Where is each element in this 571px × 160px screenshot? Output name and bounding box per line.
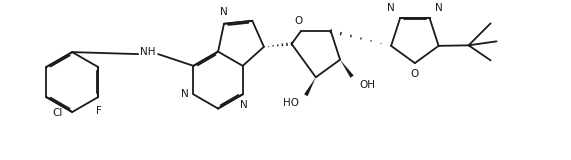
Text: Cl: Cl xyxy=(53,108,63,118)
Text: N: N xyxy=(240,100,248,110)
Text: N: N xyxy=(220,7,228,17)
Text: N: N xyxy=(388,3,395,13)
Text: N: N xyxy=(435,3,443,13)
Polygon shape xyxy=(304,77,316,96)
Text: O: O xyxy=(294,16,303,26)
Polygon shape xyxy=(340,60,353,78)
Text: N: N xyxy=(180,89,188,99)
Text: O: O xyxy=(411,69,419,79)
Text: F: F xyxy=(96,106,102,116)
Text: OH: OH xyxy=(359,80,375,90)
Text: NH: NH xyxy=(140,47,156,57)
Text: HO: HO xyxy=(283,98,299,108)
